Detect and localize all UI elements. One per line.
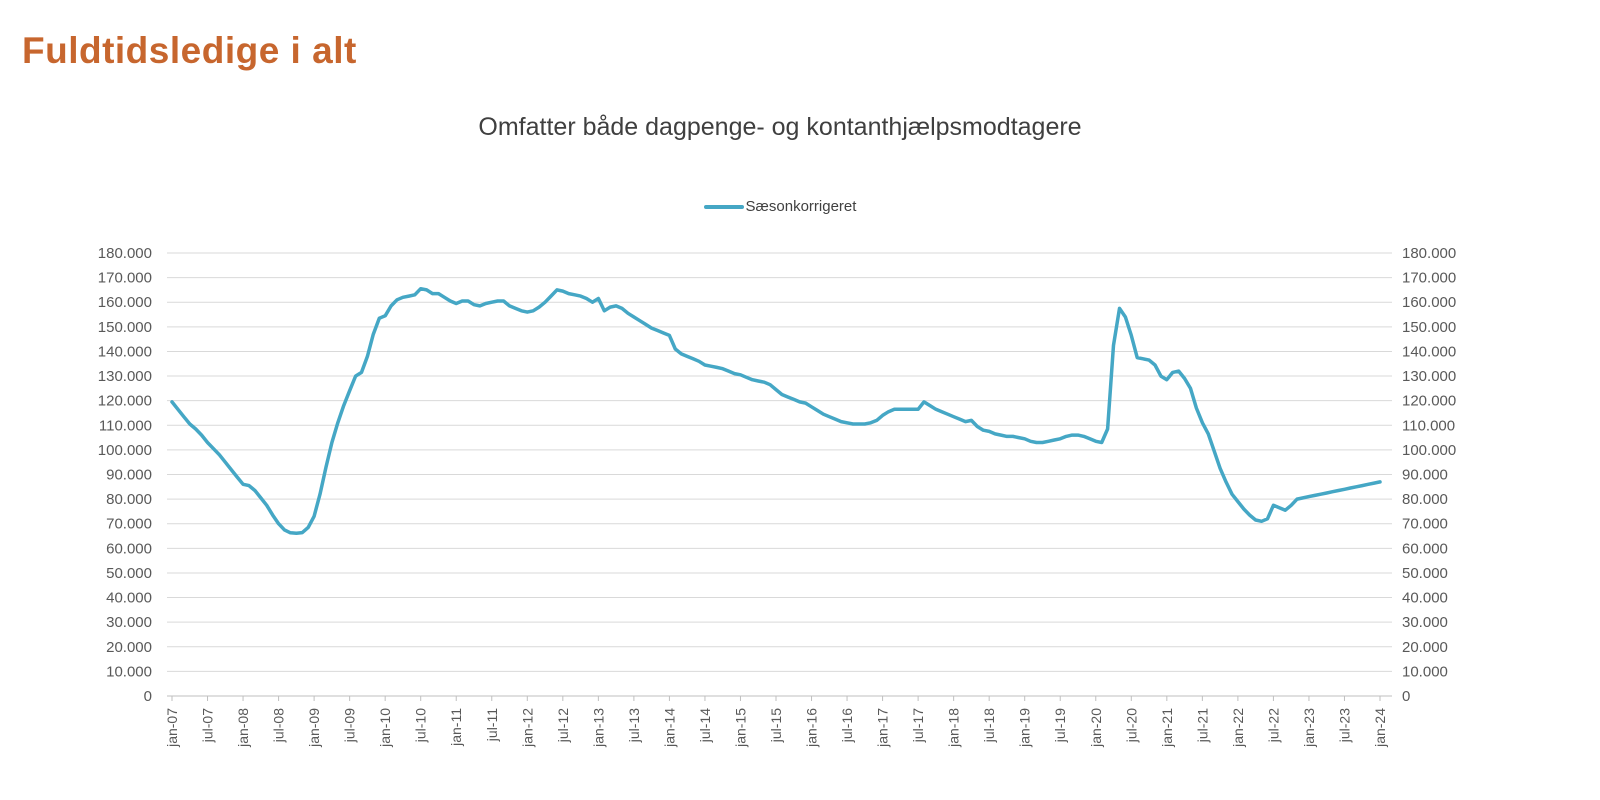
x-axis-tick-label: jul-23: [1336, 708, 1352, 743]
x-axis-tick-label: jan-15: [732, 708, 748, 748]
x-axis-tick-label: jul-22: [1265, 708, 1281, 743]
y-axis-tick-label-left: 120.000: [98, 393, 152, 410]
x-axis-tick-label: jan-09: [306, 708, 322, 748]
x-axis-tick-label: jan-10: [377, 708, 393, 748]
y-axis-tick-label-left: 160.000: [98, 294, 152, 311]
y-axis-tick-label-right: 10.000: [1402, 663, 1448, 680]
y-axis-tick-label-right: 90.000: [1402, 467, 1448, 484]
legend-line-swatch: [703, 204, 744, 209]
chart-title: Omfatter både dagpenge- og kontanthjælps…: [478, 113, 1082, 141]
x-axis-tick-label: jul-18: [981, 708, 997, 743]
y-axis-tick-label-right: 40.000: [1402, 590, 1448, 607]
y-axis-tick-label-left: 0: [144, 688, 152, 705]
y-axis-tick-label-left: 130.000: [98, 368, 152, 385]
x-axis-tick-label: jul-14: [697, 708, 713, 743]
y-axis-tick-label-left: 50.000: [106, 565, 152, 582]
y-axis-tick-label-right: 140.000: [1402, 343, 1456, 360]
y-axis-tick-label-right: 160.000: [1402, 294, 1456, 311]
x-axis-tick-label: jan-12: [519, 708, 535, 748]
y-axis-tick-label-right: 0: [1402, 688, 1410, 705]
y-axis-tick-label-left: 140.000: [98, 343, 152, 360]
x-axis-tick-label: jul-10: [413, 708, 429, 743]
x-axis-tick-label: jan-13: [590, 708, 606, 748]
y-axis-tick-label-right: 80.000: [1402, 491, 1448, 508]
y-axis-tick-label-right: 20.000: [1402, 639, 1448, 656]
y-axis-tick-label-left: 180.000: [98, 245, 152, 262]
y-axis-tick-label-left: 110.000: [99, 417, 152, 434]
x-axis-tick-label: jan-11: [448, 708, 464, 747]
y-axis-tick-label-left: 40.000: [106, 590, 152, 607]
x-axis-tick-label: jan-23: [1301, 708, 1317, 748]
x-axis-tick-label: jul-09: [342, 708, 358, 743]
x-axis-tick-label: jul-19: [1052, 708, 1068, 743]
legend-label: Sæsonkorrigeret: [745, 198, 857, 215]
y-axis-tick-label-right: 100.000: [1402, 442, 1456, 459]
x-axis-tick-label: jan-19: [1017, 708, 1033, 748]
x-axis-tick-label: jul-15: [768, 708, 784, 743]
y-axis-tick-label-left: 170.000: [98, 270, 152, 287]
x-axis-tick-label: jul-08: [271, 708, 287, 743]
y-axis-tick-label-right: 130.000: [1402, 368, 1456, 385]
x-axis-tick-label: jan-14: [661, 708, 677, 748]
y-axis-tick-label-left: 90.000: [106, 467, 152, 484]
x-axis-tick-label: jan-22: [1230, 708, 1246, 748]
y-axis-tick-label-right: 50.000: [1402, 565, 1448, 582]
x-axis-tick-label: jan-24: [1372, 708, 1388, 748]
y-axis-tick-label-right: 110.000: [1402, 417, 1455, 434]
y-axis-tick-label-left: 20.000: [106, 639, 152, 656]
x-axis-tick-label: jul-20: [1123, 708, 1139, 743]
chart-legend: Sæsonkorrigeret: [165, 198, 1395, 215]
y-axis-tick-label-right: 170.000: [1402, 270, 1456, 287]
page-title: Fuldtidsledige i alt: [22, 30, 357, 71]
x-axis-tick-label: jul-11: [484, 708, 500, 742]
x-axis-tick-label: jan-18: [946, 708, 962, 748]
y-axis-tick-label-right: 150.000: [1402, 319, 1456, 336]
y-axis-tick-label-left: 80.000: [106, 491, 152, 508]
x-axis-tick-label: jul-17: [910, 708, 926, 743]
y-axis-tick-label-right: 70.000: [1402, 516, 1448, 533]
y-axis-tick-label-right: 30.000: [1402, 614, 1448, 631]
y-axis-tick-label-left: 150.000: [98, 319, 152, 336]
y-axis-tick-label-right: 120.000: [1402, 393, 1456, 410]
x-axis-tick-label: jul-21: [1194, 708, 1210, 743]
y-axis-tick-label-right: 60.000: [1402, 540, 1448, 557]
y-axis-tick-label-left: 60.000: [106, 540, 152, 557]
x-axis-tick-label: jul-07: [200, 708, 216, 743]
x-axis-tick-label: jul-12: [555, 708, 571, 743]
y-axis-tick-label-left: 70.000: [106, 516, 152, 533]
x-axis-tick-label: jul-16: [839, 708, 855, 743]
series-line-saesonkorrigeret: [170, 286, 1382, 536]
x-axis-tick-label: jan-21: [1159, 708, 1175, 748]
y-axis-tick-label-left: 10.000: [106, 663, 152, 680]
x-axis-tick-label: jan-17: [875, 708, 891, 748]
x-axis-tick-label: jan-20: [1088, 708, 1104, 748]
x-axis-tick-label: jan-08: [235, 708, 251, 748]
y-axis-tick-label-left: 100.000: [98, 442, 152, 459]
x-axis-tick-label: jan-16: [804, 708, 820, 748]
x-axis-tick-label: jul-13: [626, 708, 642, 743]
x-axis-tick-label: jan-07: [164, 708, 180, 748]
y-axis-tick-label-right: 180.000: [1402, 245, 1456, 262]
y-axis-tick-label-left: 30.000: [106, 614, 152, 631]
